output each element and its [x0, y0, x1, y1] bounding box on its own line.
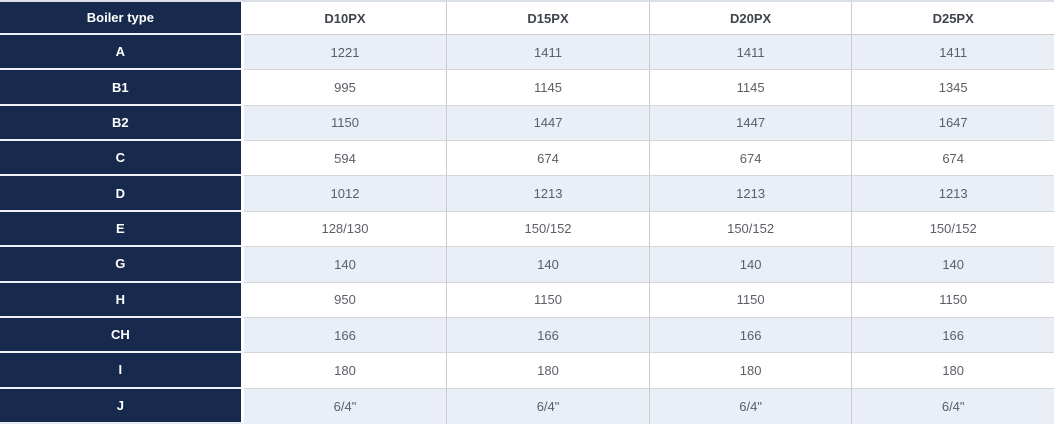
cell: 6/4"	[648, 388, 852, 424]
row-label: A	[0, 35, 244, 71]
table-row-j: J 6/4" 6/4" 6/4" 6/4"	[0, 388, 1054, 424]
cell: 1221	[243, 35, 447, 71]
cell: 674	[851, 141, 1054, 177]
cell: 150/152	[648, 211, 852, 248]
cell: 1213	[446, 176, 649, 212]
cell: 140	[648, 247, 852, 283]
cell: 1411	[851, 35, 1054, 71]
row-label: B2	[0, 105, 244, 142]
cell: 166	[243, 317, 447, 354]
cell: 6/4"	[446, 388, 649, 424]
cell: 1345	[851, 70, 1054, 106]
cell: 180	[446, 353, 649, 389]
cell: 995	[243, 70, 447, 106]
cell: 1012	[243, 176, 447, 212]
cell: 594	[243, 141, 447, 177]
cell: 1411	[648, 35, 852, 71]
cell: 150/152	[851, 211, 1054, 248]
cell: 180	[851, 353, 1054, 389]
row-label: D	[0, 176, 244, 212]
cell: 128/130	[243, 211, 447, 248]
header-row: Boiler type D10PX D15PX D20PX D25PX	[0, 2, 1054, 35]
cell: 150/152	[446, 211, 649, 248]
cell: 1150	[446, 282, 649, 318]
cell: 166	[446, 317, 649, 354]
cell: 180	[243, 353, 447, 389]
cell: 1647	[851, 105, 1054, 142]
cell: 1447	[446, 105, 649, 142]
table-row-b2: B2 1150 1447 1447 1647	[0, 105, 1054, 142]
cell: 1150	[851, 282, 1054, 318]
column-header-d20px: D20PX	[648, 2, 852, 35]
corner-header-boiler-type: Boiler type	[0, 2, 244, 35]
cell: 140	[243, 247, 447, 283]
cell: 950	[243, 282, 447, 318]
cell: 1447	[648, 105, 852, 142]
cell: 6/4"	[851, 388, 1054, 424]
row-label: CH	[0, 317, 244, 354]
cell: 6/4"	[243, 388, 447, 424]
cell: 1150	[243, 105, 447, 142]
row-label: B1	[0, 70, 244, 106]
table-row-e: E 128/130 150/152 150/152 150/152	[0, 211, 1054, 248]
table-row-ch: CH 166 166 166 166	[0, 317, 1054, 354]
row-label: E	[0, 211, 244, 248]
row-label: C	[0, 141, 244, 177]
cell: 140	[446, 247, 649, 283]
cell: 674	[648, 141, 852, 177]
cell: 1145	[446, 70, 649, 106]
cell: 180	[648, 353, 852, 389]
table-row-a: A 1221 1411 1411 1411	[0, 35, 1054, 71]
cell: 1411	[446, 35, 649, 71]
cell: 1145	[648, 70, 852, 106]
row-label: G	[0, 247, 244, 283]
row-label: H	[0, 282, 244, 318]
cell: 140	[851, 247, 1054, 283]
column-header-d25px: D25PX	[851, 2, 1054, 35]
table-row-b1: B1 995 1145 1145 1345	[0, 70, 1054, 106]
column-header-d15px: D15PX	[446, 2, 649, 35]
cell: 166	[851, 317, 1054, 354]
cell: 1213	[851, 176, 1054, 212]
cell: 166	[648, 317, 852, 354]
column-header-d10px: D10PX	[243, 2, 447, 35]
row-label: J	[0, 388, 244, 424]
table-row-c: C 594 674 674 674	[0, 141, 1054, 177]
cell: 674	[446, 141, 649, 177]
table-row-d: D 1012 1213 1213 1213	[0, 176, 1054, 212]
row-label: I	[0, 353, 244, 389]
table-row-h: H 950 1150 1150 1150	[0, 282, 1054, 318]
table-row-g: G 140 140 140 140	[0, 247, 1054, 283]
table-row-i: I 180 180 180 180	[0, 353, 1054, 389]
cell: 1213	[648, 176, 852, 212]
cell: 1150	[648, 282, 852, 318]
